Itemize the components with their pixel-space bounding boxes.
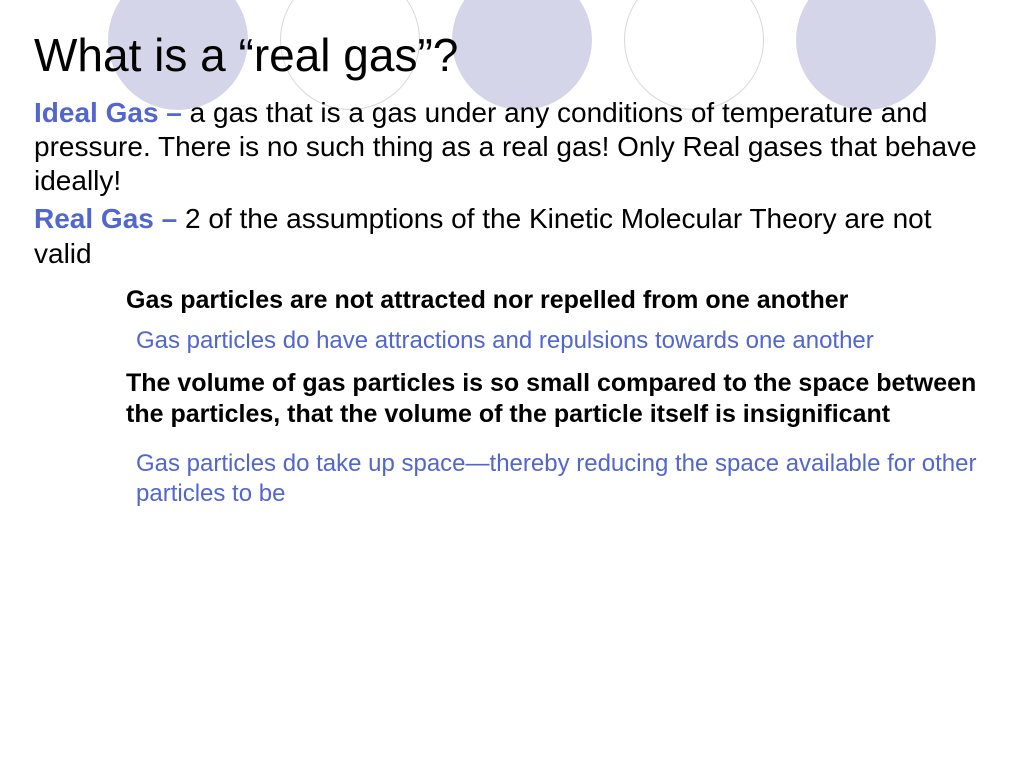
ideal-gas-label: Ideal Gas – xyxy=(34,97,190,128)
assumption-2-note: Gas particles do take up space—thereby r… xyxy=(136,449,990,509)
slide-title: What is a “real gas”? xyxy=(34,28,990,82)
slide-content: What is a “real gas”? Ideal Gas – a gas … xyxy=(0,0,1024,509)
assumption-1-title: Gas particles are not attracted nor repe… xyxy=(126,285,990,316)
real-gas-paragraph: Real Gas – 2 of the assumptions of the K… xyxy=(34,202,990,270)
assumption-2-title: The volume of gas particles is so small … xyxy=(126,368,990,431)
assumptions-block: Gas particles are not attracted nor repe… xyxy=(126,285,990,509)
assumption-1-note: Gas particles do have attractions and re… xyxy=(136,326,990,356)
ideal-gas-paragraph: Ideal Gas – a gas that is a gas under an… xyxy=(34,96,990,198)
real-gas-label: Real Gas – xyxy=(34,203,185,234)
